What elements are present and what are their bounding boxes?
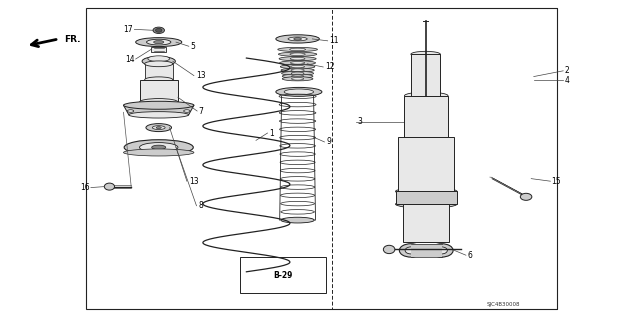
Ellipse shape: [436, 247, 447, 254]
Ellipse shape: [154, 41, 164, 44]
Ellipse shape: [146, 123, 172, 132]
Ellipse shape: [152, 126, 165, 130]
Ellipse shape: [145, 77, 173, 83]
Ellipse shape: [291, 72, 304, 75]
Ellipse shape: [290, 53, 305, 56]
Ellipse shape: [288, 37, 307, 41]
Polygon shape: [140, 80, 178, 102]
Ellipse shape: [396, 200, 457, 208]
Ellipse shape: [278, 52, 317, 56]
Ellipse shape: [411, 51, 440, 57]
Text: 16: 16: [80, 183, 90, 192]
Polygon shape: [403, 204, 449, 242]
Text: 11: 11: [330, 36, 339, 45]
Ellipse shape: [281, 68, 314, 72]
Ellipse shape: [404, 92, 448, 99]
Ellipse shape: [282, 74, 313, 78]
Text: 6: 6: [467, 251, 472, 260]
Ellipse shape: [291, 69, 304, 71]
Ellipse shape: [291, 65, 305, 68]
Text: 4: 4: [564, 76, 570, 85]
Ellipse shape: [140, 99, 178, 106]
Polygon shape: [411, 244, 442, 257]
Text: 3: 3: [357, 117, 362, 126]
Ellipse shape: [276, 35, 319, 43]
Text: 9: 9: [326, 137, 332, 146]
Ellipse shape: [405, 247, 417, 254]
Text: 14: 14: [125, 55, 134, 63]
Text: 2: 2: [564, 66, 569, 75]
Text: 1: 1: [269, 129, 273, 137]
Polygon shape: [411, 54, 440, 96]
Ellipse shape: [147, 39, 171, 45]
Ellipse shape: [411, 93, 440, 99]
Ellipse shape: [291, 75, 304, 78]
Ellipse shape: [284, 89, 314, 95]
Ellipse shape: [278, 47, 317, 52]
Ellipse shape: [520, 193, 532, 200]
Text: B-29: B-29: [273, 271, 293, 280]
Ellipse shape: [124, 140, 193, 155]
Text: 15: 15: [552, 177, 561, 186]
Polygon shape: [404, 96, 448, 137]
Ellipse shape: [290, 48, 305, 51]
Ellipse shape: [294, 38, 301, 40]
Ellipse shape: [430, 244, 453, 257]
Ellipse shape: [153, 27, 164, 33]
Polygon shape: [151, 47, 166, 52]
Bar: [240, 257, 326, 293]
Ellipse shape: [290, 57, 305, 60]
Ellipse shape: [104, 183, 115, 190]
Ellipse shape: [282, 71, 314, 76]
Ellipse shape: [291, 62, 305, 64]
Polygon shape: [398, 137, 454, 198]
Polygon shape: [145, 64, 173, 80]
Text: 7: 7: [198, 107, 204, 115]
Ellipse shape: [156, 127, 161, 129]
Ellipse shape: [282, 77, 313, 81]
Ellipse shape: [129, 112, 189, 118]
Ellipse shape: [404, 134, 448, 141]
Ellipse shape: [383, 245, 395, 254]
Text: SJC4B30008: SJC4B30008: [486, 302, 520, 307]
Ellipse shape: [124, 101, 194, 109]
Text: FR.: FR.: [64, 35, 81, 44]
Ellipse shape: [279, 57, 316, 61]
Ellipse shape: [127, 110, 134, 112]
Text: 12: 12: [325, 63, 335, 71]
Text: 13: 13: [196, 71, 205, 80]
Polygon shape: [396, 191, 457, 204]
Bar: [86, 8, 557, 309]
Ellipse shape: [281, 217, 314, 223]
Polygon shape: [124, 105, 194, 115]
Ellipse shape: [124, 149, 194, 156]
Ellipse shape: [184, 110, 190, 112]
Ellipse shape: [145, 61, 173, 67]
Ellipse shape: [142, 56, 175, 66]
Text: 5: 5: [191, 42, 196, 51]
Ellipse shape: [396, 188, 457, 195]
Ellipse shape: [280, 64, 315, 69]
Ellipse shape: [291, 78, 304, 80]
Text: 17: 17: [124, 25, 133, 34]
Text: 13: 13: [189, 177, 198, 186]
Ellipse shape: [148, 56, 170, 62]
Ellipse shape: [280, 61, 316, 65]
Text: 8: 8: [198, 201, 203, 210]
Ellipse shape: [136, 38, 182, 47]
Ellipse shape: [152, 145, 166, 150]
Ellipse shape: [399, 244, 422, 257]
Ellipse shape: [140, 143, 178, 152]
Ellipse shape: [156, 28, 162, 32]
Bar: [332, 8, 557, 309]
Ellipse shape: [276, 87, 322, 96]
